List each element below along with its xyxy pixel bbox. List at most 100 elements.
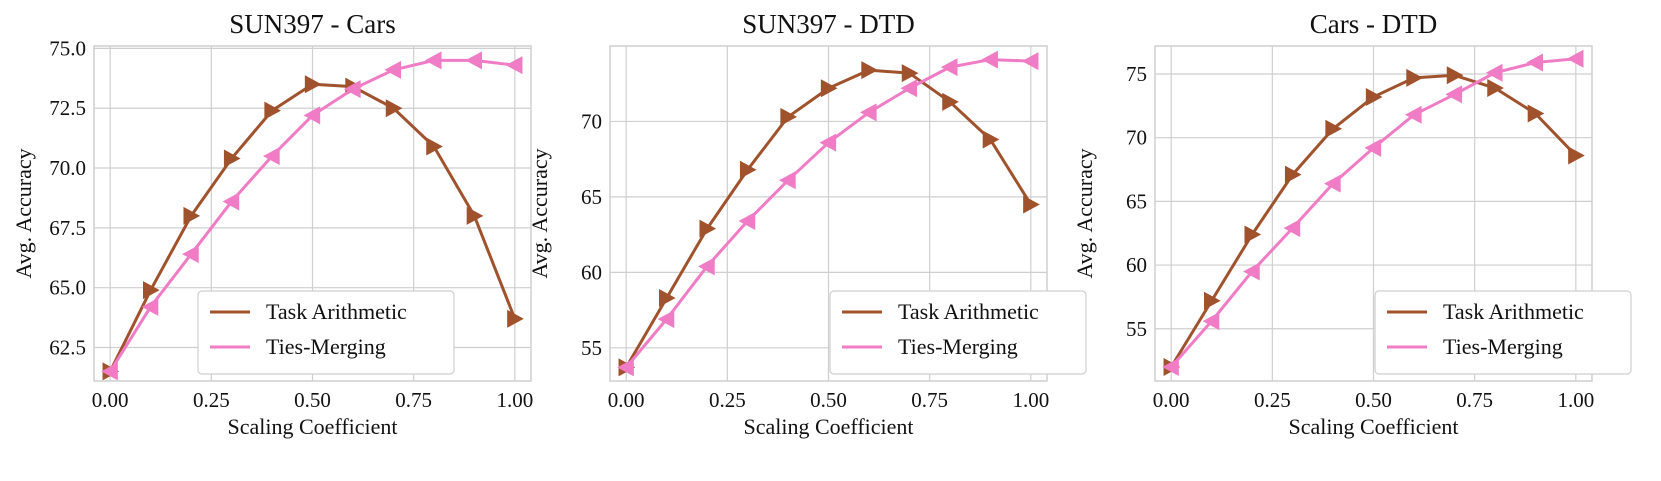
data-point-series-1 xyxy=(780,107,798,126)
data-point-series-1 xyxy=(1284,165,1302,184)
data-point-series-2 xyxy=(738,212,756,231)
data-point-series-1 xyxy=(1568,146,1585,165)
plot-frame xyxy=(1154,45,1593,382)
x-tick-label: 1.00 xyxy=(1012,388,1049,412)
data-point-series-2 xyxy=(263,147,280,166)
data-point-series-2 xyxy=(1283,219,1301,238)
data-point-series-2 xyxy=(940,58,958,77)
chart-panel-3: 0.00 0.25 0.50 0.75 1.00 55 60 65 70 75 Cars - DTD… xyxy=(1072,9,1632,439)
data-point-series-1 xyxy=(861,61,878,80)
chart-title: Cars - DTD xyxy=(1310,9,1437,39)
data-point-series-1 xyxy=(658,289,676,308)
data-point-series-2 xyxy=(779,171,796,190)
data-point-series-2 xyxy=(859,103,877,122)
data-point-series-2 xyxy=(384,60,402,79)
data-point-series-2 xyxy=(465,51,483,70)
legend: Task Arithmetic Ties-Merging xyxy=(1374,290,1632,375)
data-point-series-1 xyxy=(142,281,160,300)
data-point-series-2 xyxy=(819,133,837,152)
legend-label: Ties-Merging xyxy=(898,334,1018,359)
data-point-series-2 xyxy=(1485,63,1503,82)
x-tick-label: 0.75 xyxy=(1456,388,1493,412)
y-tick-label: 75.0 xyxy=(49,36,86,60)
data-point-series-2 xyxy=(182,245,199,264)
data-point-series-2 xyxy=(1364,138,1382,157)
y-tick-label: 55 xyxy=(581,336,602,360)
legend-box xyxy=(829,290,1087,375)
data-point-series-1 xyxy=(982,130,1000,149)
x-tick-label: 0.25 xyxy=(193,388,230,412)
data-point-series-1 xyxy=(466,206,484,225)
data-point-series-2 xyxy=(303,106,321,125)
data-point-series-1 xyxy=(1203,291,1221,310)
y-tick-label: 70.0 xyxy=(49,156,86,180)
x-tick-label: 0.00 xyxy=(608,388,645,412)
data-point-series-1 xyxy=(1244,225,1262,244)
x-tick-label: 0.00 xyxy=(1153,388,1190,412)
x-tick-label: 0.25 xyxy=(1254,388,1291,412)
data-point-series-1 xyxy=(699,219,717,238)
y-tick-label: 55 xyxy=(1126,317,1147,341)
data-point-series-2 xyxy=(424,51,442,70)
data-point-series-1 xyxy=(385,99,403,118)
data-point-series-1 xyxy=(264,101,282,120)
y-tick-label: 75 xyxy=(1126,62,1147,86)
x-tick-label: 0.75 xyxy=(395,388,432,412)
legend: Task Arithmetic Ties-Merging xyxy=(197,290,455,375)
plot-frame xyxy=(609,45,1048,382)
chart-panel-2: 0.00 0.25 0.50 0.75 1.00 55 60 65 70 SUN397 - DTD… xyxy=(527,9,1087,439)
data-point-series-2 xyxy=(1445,85,1463,104)
data-point-series-2 xyxy=(698,257,715,276)
data-point-series-2 xyxy=(505,56,523,75)
y-axis-label: Avg. Accuracy xyxy=(1072,148,1097,278)
data-point-series-1 xyxy=(942,92,959,111)
x-tick-label: 0.00 xyxy=(92,388,129,412)
data-point-series-2 xyxy=(657,310,675,329)
y-tick-label: 70 xyxy=(1126,126,1147,150)
data-point-series-2 xyxy=(1566,49,1584,68)
data-point-series-2 xyxy=(900,79,918,98)
data-point-series-2 xyxy=(1021,52,1039,71)
data-point-series-2 xyxy=(222,192,240,211)
y-tick-label: 67.5 xyxy=(49,216,86,240)
data-point-series-1 xyxy=(304,75,322,94)
data-point-series-2 xyxy=(1404,105,1422,124)
data-point-series-1 xyxy=(507,309,524,328)
x-tick-label: 0.75 xyxy=(911,388,948,412)
data-point-series-1 xyxy=(1487,79,1504,98)
data-point-series-2 xyxy=(141,297,159,316)
chart-title: SUN397 - DTD xyxy=(742,9,915,39)
plot-frame xyxy=(93,45,532,382)
y-tick-label: 60 xyxy=(581,260,602,284)
y-axis-label: Avg. Accuracy xyxy=(527,148,552,278)
legend-label: Task Arithmetic xyxy=(898,299,1039,324)
legend: Task Arithmetic Ties-Merging xyxy=(829,290,1087,375)
data-point-series-1 xyxy=(820,79,838,98)
x-tick-label: 0.25 xyxy=(709,388,746,412)
data-point-series-1 xyxy=(1446,66,1464,85)
legend-label: Ties-Merging xyxy=(1443,334,1563,359)
y-tick-label: 65 xyxy=(1126,189,1147,213)
data-point-series-2 xyxy=(981,50,999,69)
y-tick-label: 62.5 xyxy=(49,336,86,360)
y-tick-label: 65.0 xyxy=(49,276,86,300)
legend-label: Task Arithmetic xyxy=(266,299,407,324)
x-tick-label: 0.50 xyxy=(294,388,331,412)
data-point-series-1 xyxy=(223,149,241,168)
data-point-series-2 xyxy=(101,362,118,381)
data-point-series-2 xyxy=(617,358,634,377)
x-tick-label: 1.00 xyxy=(496,388,533,412)
data-point-series-1 xyxy=(426,137,443,156)
x-tick-label: 0.50 xyxy=(810,388,847,412)
y-axis-label: Avg. Accuracy xyxy=(11,148,36,278)
data-point-series-2 xyxy=(1526,53,1544,72)
legend-label: Ties-Merging xyxy=(266,334,386,359)
x-tick-label: 1.00 xyxy=(1557,388,1594,412)
data-point-series-1 xyxy=(1325,119,1343,138)
y-tick-label: 70 xyxy=(581,109,602,133)
data-point-series-2 xyxy=(1202,312,1220,331)
data-point-series-1 xyxy=(1406,68,1423,87)
chart-panel-1: 0.00 0.25 0.50 0.75 1.00 62.5 65.0 67.5 70.0 72.5… xyxy=(11,9,533,439)
legend-box xyxy=(197,290,455,375)
